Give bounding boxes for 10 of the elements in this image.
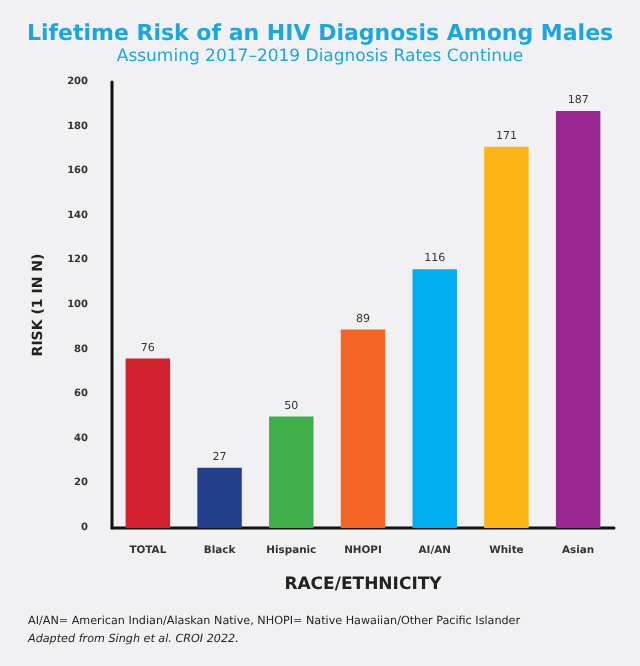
x-axis-title: RACE/ETHNICITY [284, 575, 444, 595]
bar [125, 358, 171, 528]
chart-subtitle: Assuming 2017–2019 Diagnosis Rates Continue [116, 47, 524, 67]
bar [269, 416, 314, 528]
bar [555, 110, 601, 528]
bar [197, 467, 242, 528]
bar [484, 146, 529, 528]
bar [412, 269, 457, 528]
bar [340, 329, 386, 528]
chart-title: Lifetime Risk of an HIV Diagnosis Among Males [26, 20, 615, 46]
